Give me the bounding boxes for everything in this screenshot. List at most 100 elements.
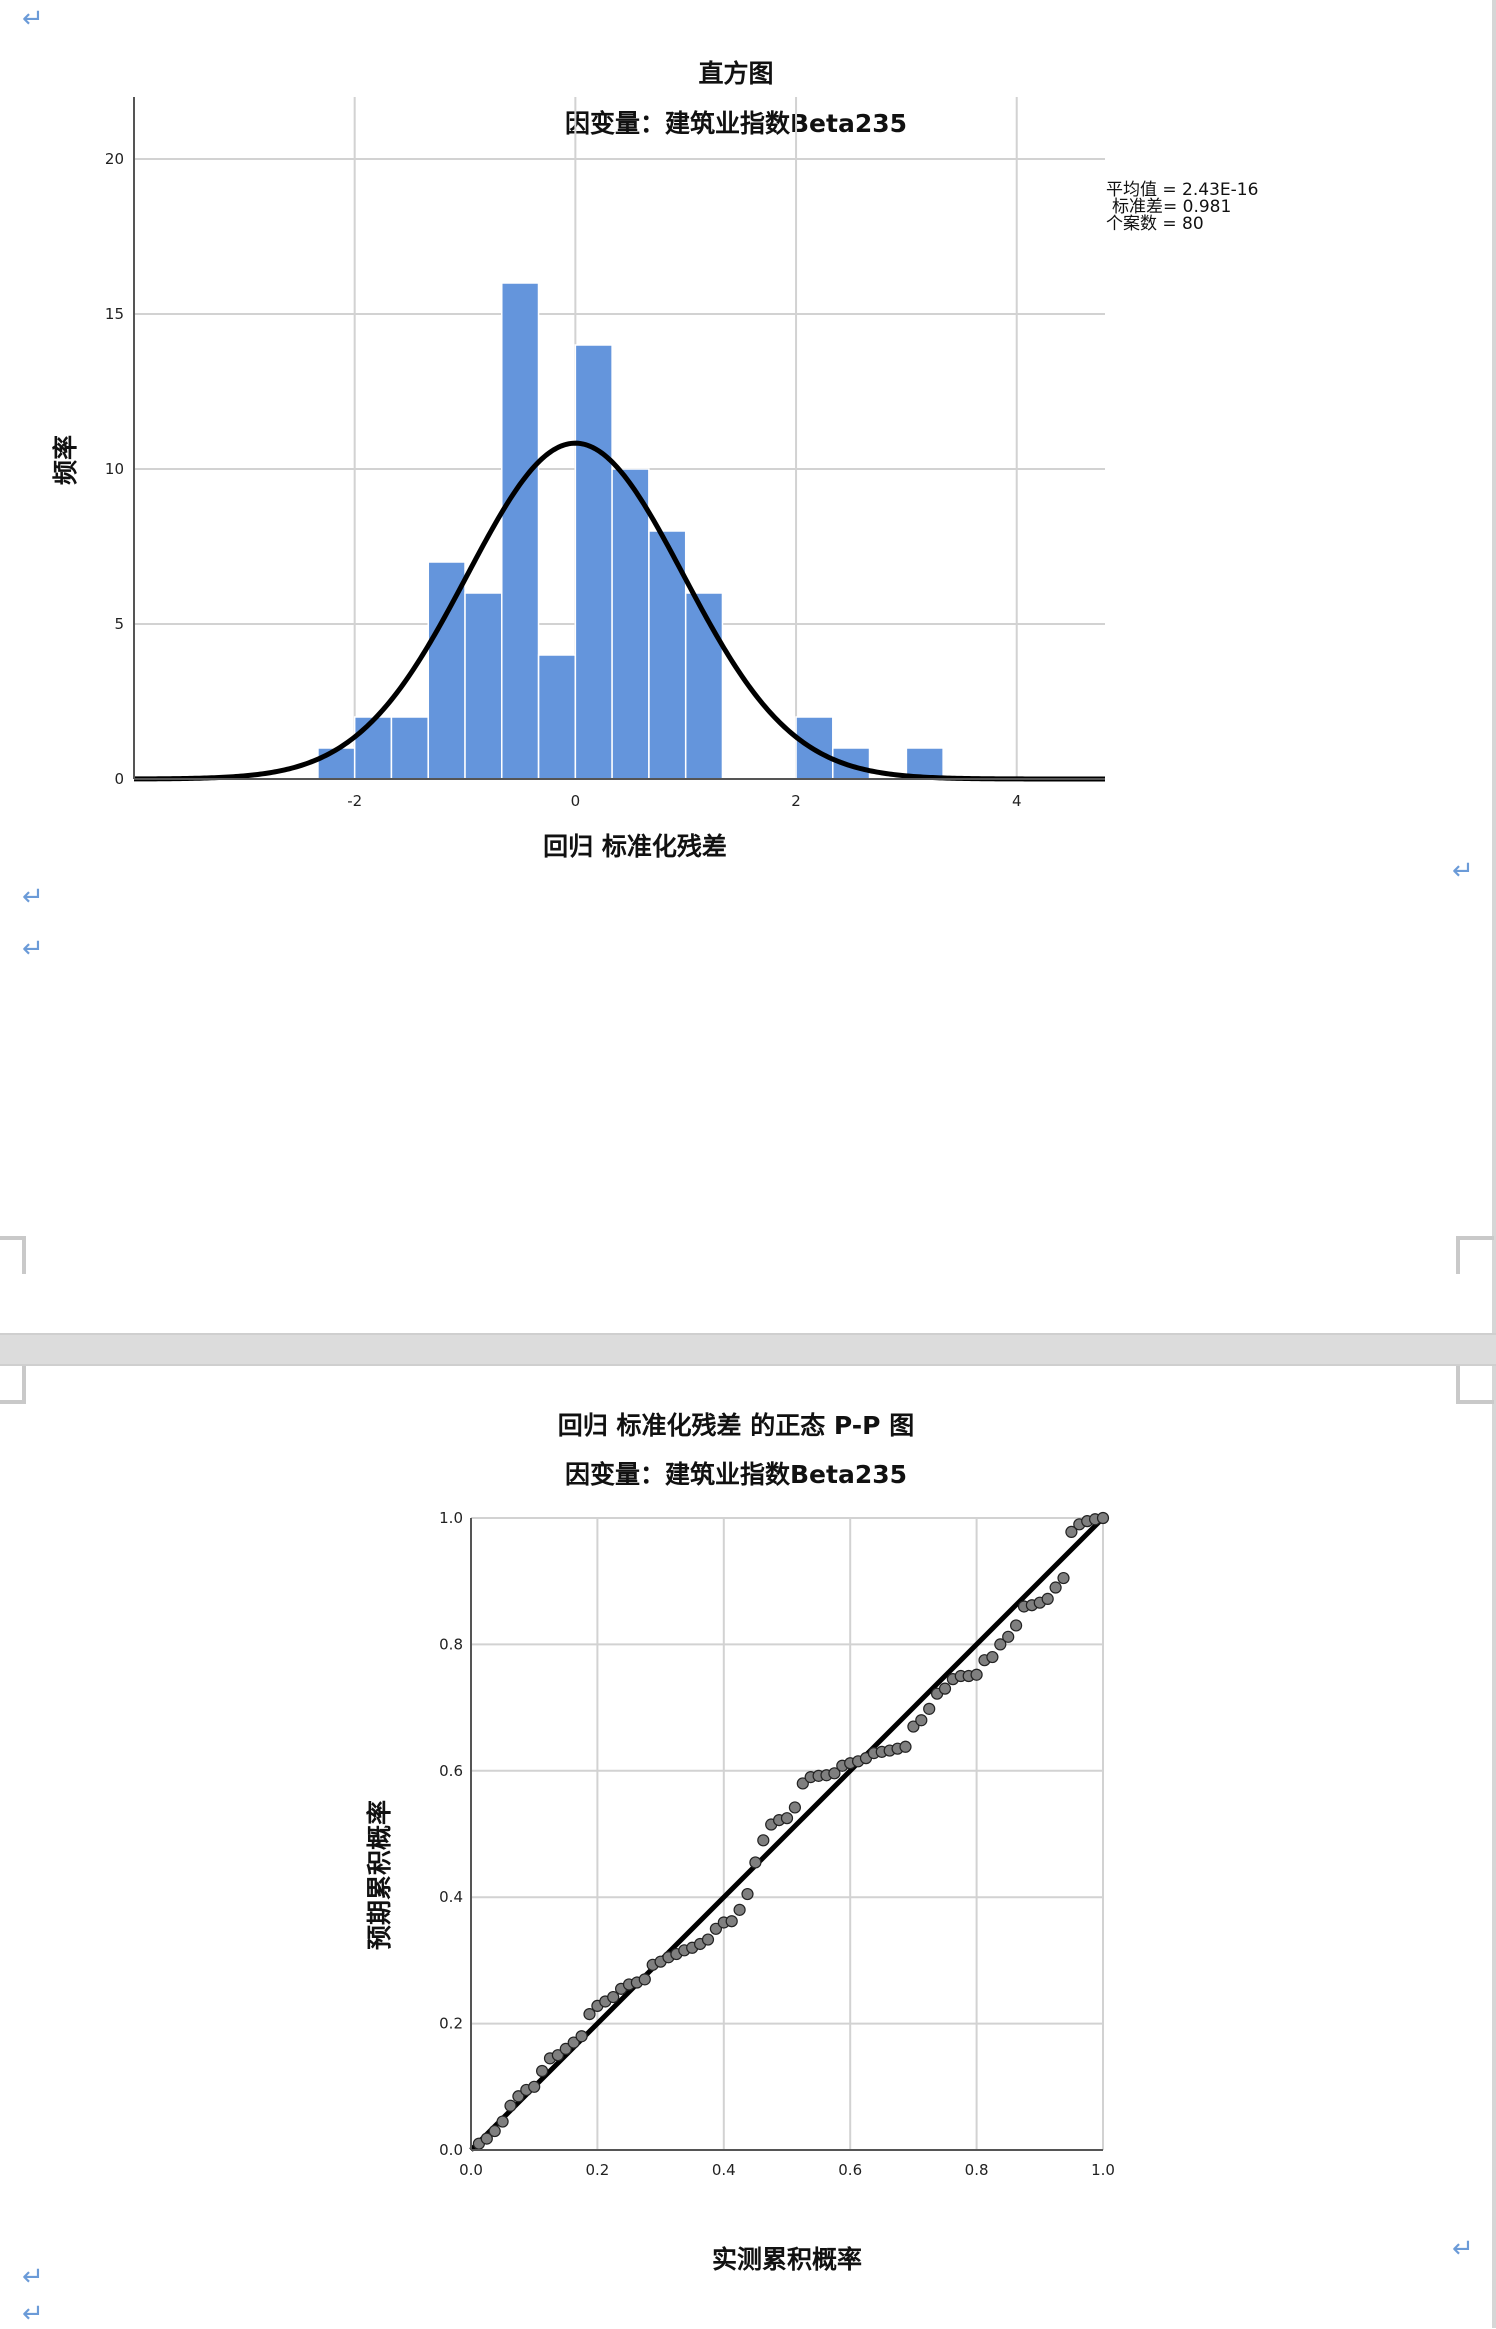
x-tick-label: 1.0 xyxy=(1091,2161,1115,2179)
paragraph-mark: ↵ xyxy=(22,4,44,34)
y-tick-label: 1.0 xyxy=(439,1509,463,1527)
pp-point xyxy=(788,1801,801,1814)
stat-sd: 标准差= 0.981 xyxy=(1112,197,1231,217)
pp-plot-tick-labels: 0.0 0.2 0.4 0.6 0.8 1.0 0.0 0.2 0.4 0.6 0.8 1.0 xyxy=(439,1509,1115,2179)
pp-point xyxy=(986,1650,999,1664)
histogram-bar xyxy=(353,716,393,780)
histogram-tick-labels: 0 5 10 15 20 -2 0 2 4 xyxy=(105,150,1022,810)
histogram-bar xyxy=(501,282,540,780)
histogram-stats-legend: 平均值 = 2.43E-16 标准差= 0.981 个案数 = 80 xyxy=(1106,180,1258,234)
y-tick-label: 0.8 xyxy=(439,1635,463,1653)
pp-point xyxy=(1041,1592,1054,1605)
histogram-bar xyxy=(317,747,356,780)
pp-point xyxy=(938,1682,952,1695)
x-tick-label: 0.6 xyxy=(838,2161,862,2179)
paragraph-mark: ↵ xyxy=(1452,856,1474,886)
x-tick-label: 2 xyxy=(791,792,801,810)
histogram-bar xyxy=(684,592,724,780)
histogram-bars xyxy=(317,282,944,780)
histogram-axes xyxy=(133,97,1105,780)
paragraph-mark: ↵ xyxy=(1452,2234,1474,2264)
x-tick-label: 0.8 xyxy=(965,2161,989,2179)
pp-point xyxy=(480,2132,493,2145)
crop-mark xyxy=(0,1366,26,1404)
pp-point xyxy=(575,2030,588,2043)
y-tick-label: 0.0 xyxy=(439,2141,463,2159)
pp-point xyxy=(607,1990,620,2004)
page-gap xyxy=(0,1333,1496,1366)
pp-point xyxy=(780,1812,794,1825)
crop-mark xyxy=(1456,1366,1494,1404)
pp-point xyxy=(970,1668,983,1681)
histogram-title: 直方图 xyxy=(698,59,773,88)
pp-point xyxy=(733,1903,746,1916)
pp-point xyxy=(907,1720,920,1733)
pp-point xyxy=(709,1922,722,1935)
pp-point xyxy=(512,2090,525,2103)
pp-point xyxy=(638,1973,651,1986)
histogram-bar xyxy=(611,468,650,780)
histogram-x-axis-label: 回归 标准化残差 xyxy=(543,832,727,861)
x-tick-label: -2 xyxy=(347,792,362,810)
y-tick-label: 0 xyxy=(114,770,124,788)
pp-point xyxy=(1009,1619,1023,1632)
histogram-bar xyxy=(574,344,613,780)
crop-mark xyxy=(0,1236,26,1274)
x-tick-label: 4 xyxy=(1012,792,1022,810)
pp-point xyxy=(994,1638,1007,1651)
pp-plot-subtitle: 因变量：建筑业指数Beta235 xyxy=(565,1460,907,1489)
document-page-2: 回归 标准化残差 的正态 P-P 图 因变量：建筑业指数Beta235 0.0 0… xyxy=(0,1366,1496,2328)
y-tick-label: 20 xyxy=(105,150,124,168)
pp-point xyxy=(559,2042,572,2055)
pp-point xyxy=(1002,1630,1015,1643)
stat-mean: 平均值 = 2.43E-16 xyxy=(1106,180,1258,200)
x-tick-label: 0.2 xyxy=(585,2161,609,2179)
histogram-chart: 直方图 因变量：建筑业指数Beta235 0 5 10 15 20 -2 0 2 4 回归 标准… xyxy=(51,59,1258,861)
pp-plot-y-axis-label: 预期累积概率 xyxy=(365,1800,394,1950)
normal-curve xyxy=(133,440,1105,782)
paragraph-mark: ↵ xyxy=(22,2299,44,2329)
crop-mark xyxy=(1456,1236,1494,1274)
pp-plot-axes xyxy=(470,1518,1103,2151)
pp-point xyxy=(741,1887,754,1901)
y-tick-label: 0.4 xyxy=(439,1888,463,1906)
pp-point xyxy=(567,2036,580,2049)
pp-point xyxy=(915,1714,928,1727)
stat-n: 个案数 = 80 xyxy=(1106,214,1204,234)
pp-point xyxy=(551,2049,564,2062)
pp-point xyxy=(488,2124,501,2138)
y-tick-label: 0.6 xyxy=(439,1762,463,1780)
y-tick-label: 0.2 xyxy=(439,2015,463,2033)
pp-point xyxy=(1065,1525,1078,1539)
x-tick-label: 0 xyxy=(571,792,581,810)
pp-point xyxy=(1096,1511,1110,1525)
pp-point xyxy=(536,2064,549,2078)
pp-point xyxy=(725,1915,738,1928)
pp-point xyxy=(923,1702,936,1715)
histogram-gridlines xyxy=(134,97,1105,780)
y-tick-label: 10 xyxy=(105,460,124,478)
paragraph-mark: ↵ xyxy=(22,882,44,912)
y-tick-label: 15 xyxy=(105,305,124,323)
x-tick-label: 0.4 xyxy=(712,2161,736,2179)
pp-point xyxy=(757,1834,770,1847)
x-tick-label: 0.0 xyxy=(459,2161,483,2179)
pp-point xyxy=(1057,1571,1070,1585)
document-page-1: ↵ 直方图 因变量：建筑业指数Beta235 0 5 10 15 20 -2 0 2 4 回归 … xyxy=(0,0,1496,1333)
pp-point xyxy=(749,1856,762,1869)
pp-point xyxy=(701,1933,715,1946)
pp-point xyxy=(796,1777,809,1790)
histogram-bar xyxy=(537,654,577,780)
reference-line xyxy=(469,1516,1105,2152)
pp-point xyxy=(583,2008,596,2021)
histogram-bar xyxy=(390,716,429,780)
histogram-subtitle: 因变量：建筑业指数Beta235 xyxy=(565,109,907,138)
histogram-bar xyxy=(464,592,503,780)
pp-point xyxy=(899,1740,912,1753)
pp-point xyxy=(1049,1581,1062,1594)
pp-point xyxy=(504,2099,517,2112)
paragraph-mark: ↵ xyxy=(22,934,44,964)
pp-plot-points xyxy=(472,1511,1110,2150)
pp-point xyxy=(496,2115,509,2128)
pp-plot-chart: 回归 标准化残差 的正态 P-P 图 因变量：建筑业指数Beta235 0.00… xyxy=(365,1411,1115,2274)
